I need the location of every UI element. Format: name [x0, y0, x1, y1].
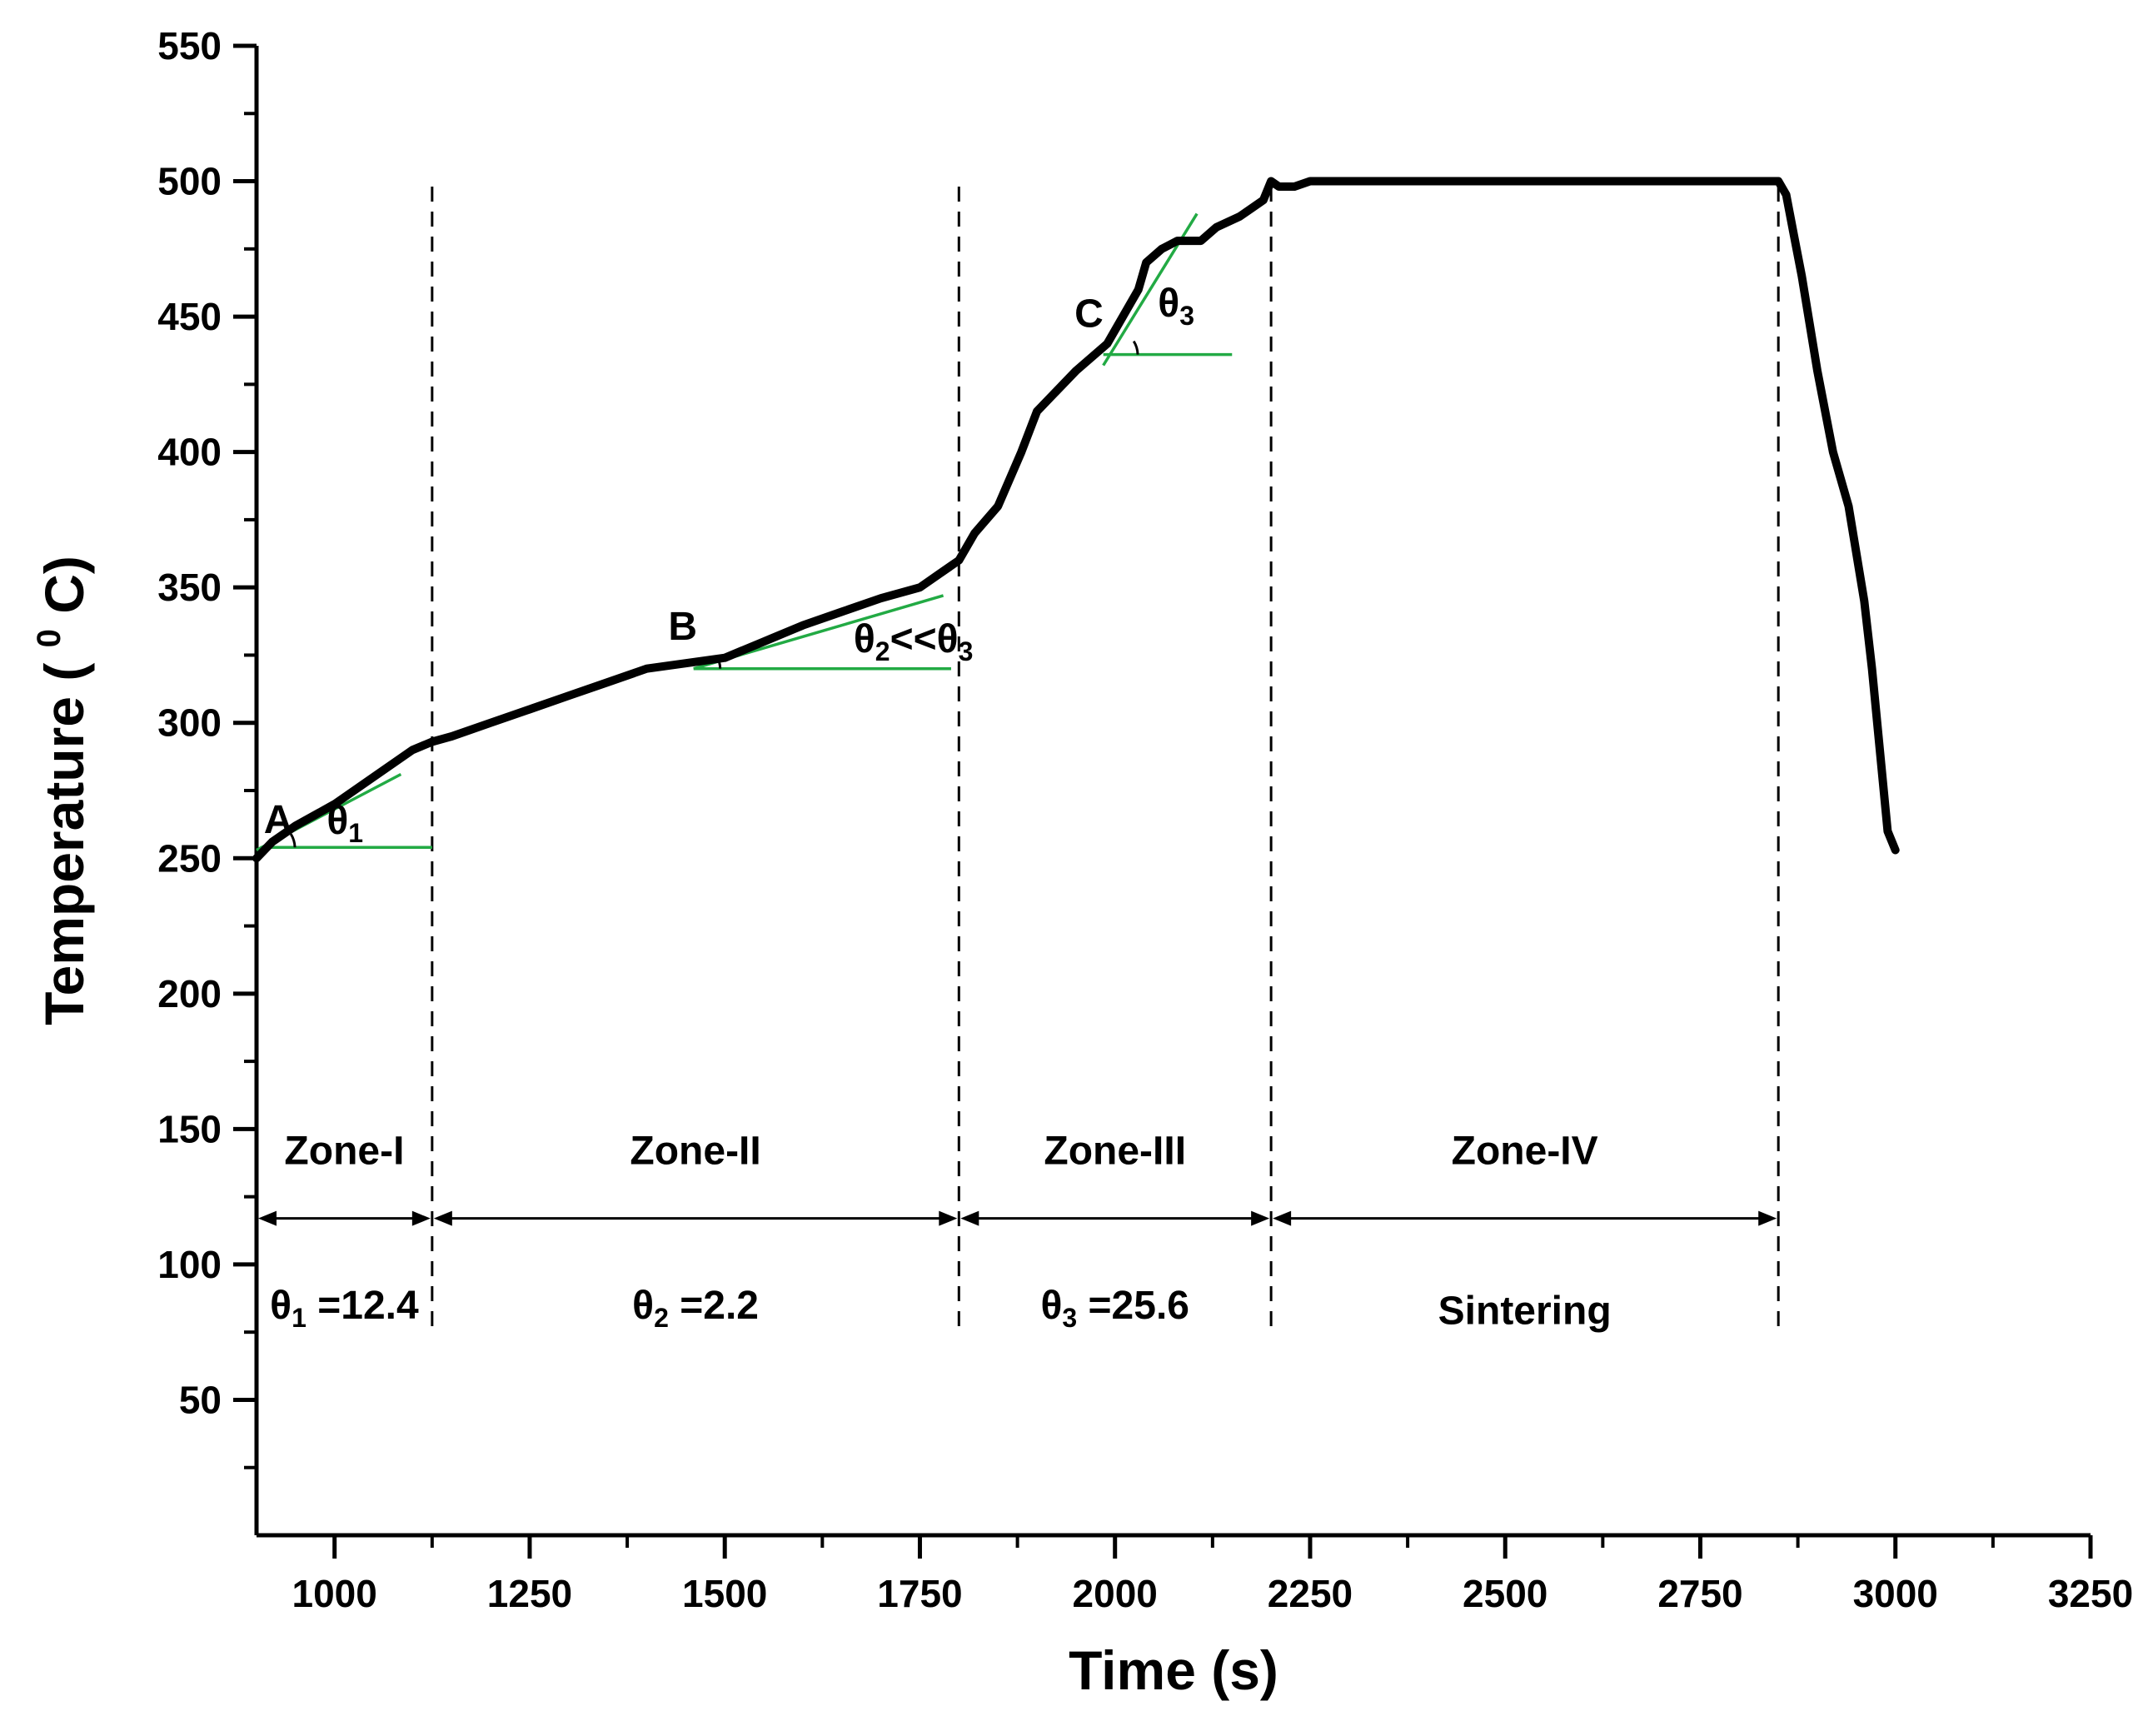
temperature-series-line: [252, 177, 1900, 863]
angle-label: θ2<<θ3: [854, 617, 974, 666]
zone-arrow-head-left: [1273, 1210, 1292, 1226]
y-tick-label: 550: [157, 24, 222, 67]
y-tick-label: 450: [157, 295, 222, 338]
y-tick-label: 500: [157, 160, 222, 203]
x-tick-label: 2250: [1268, 1572, 1353, 1615]
tangent-line: [1102, 212, 1199, 367]
x-tick-label: 3000: [1853, 1572, 1938, 1615]
y-tick-label: 300: [157, 701, 222, 745]
angle-arc: [715, 654, 722, 669]
x-tick-label: 3250: [2048, 1572, 2133, 1615]
series-group: [252, 177, 1900, 863]
zone-label: Zone-I: [284, 1130, 404, 1174]
x-tick-label: 2750: [1657, 1572, 1742, 1615]
zone-arrow-head-left: [433, 1210, 452, 1226]
zone-angle-value: θ3 =25.6: [1040, 1284, 1189, 1333]
x-tick-label: 1250: [487, 1572, 572, 1615]
y-tick-label: 350: [157, 566, 222, 609]
y-tick-label: 400: [157, 431, 222, 474]
angle-arc: [1132, 340, 1139, 355]
zone-label: Zone-II: [630, 1130, 760, 1174]
zone-arrow-head-left: [960, 1210, 979, 1226]
angle-label: θ3: [1158, 282, 1194, 331]
x-axis-title: Time (s): [1069, 1639, 1278, 1701]
y-axis-title-end: C): [33, 556, 95, 614]
y-tick-label: 150: [157, 1107, 222, 1150]
zone-arrow-head-right: [411, 1210, 431, 1226]
zone-label: Zone-IV: [1452, 1130, 1598, 1174]
zone-angle-value: θ2 =2.2: [632, 1284, 759, 1333]
y-axis-title-main: Temperature (: [33, 663, 95, 1025]
zone-arrow-head-right: [1251, 1210, 1270, 1226]
x-tick-label: 2500: [1463, 1572, 1547, 1615]
point-label: C: [1074, 292, 1104, 337]
angle-arc: [289, 833, 297, 848]
y-axis-title: Temperature ( 0 C): [10, 556, 95, 1025]
zone-label: Zone-III: [1044, 1130, 1186, 1174]
zone-arrow-head-right: [939, 1210, 958, 1226]
point-label: B: [668, 605, 697, 649]
y-tick-label: 100: [157, 1243, 222, 1286]
zone-arrow-head-right: [1758, 1210, 1777, 1226]
y-tick-label: 200: [157, 972, 222, 1015]
y-tick-label: 250: [157, 836, 222, 880]
point-label: A: [264, 798, 293, 842]
x-tick-label: 2000: [1073, 1572, 1158, 1615]
zone-angle-value: θ1 =12.4: [270, 1284, 419, 1333]
zone-arrow-head-left: [258, 1210, 277, 1226]
y-tick-label: 50: [179, 1378, 222, 1421]
annotations: θ1 θ2<<θ3 θ3 A B C Zone-I θ1 =12.4 Zone-II θ2 =2.…: [258, 282, 1777, 1333]
angle-label: θ1: [326, 799, 363, 848]
axes: 50 100 150 200 250 300 350 400 450 500 550 1000 1250…: [157, 24, 2133, 1615]
x-tick-label: 1500: [682, 1572, 767, 1615]
x-tick-label: 1000: [292, 1572, 377, 1615]
zone-boundary-lines: [431, 187, 1780, 1333]
y-axis-title-sup: 0: [31, 629, 67, 647]
zone-note: Sintering: [1438, 1289, 1612, 1333]
x-tick-label: 1750: [877, 1572, 962, 1615]
